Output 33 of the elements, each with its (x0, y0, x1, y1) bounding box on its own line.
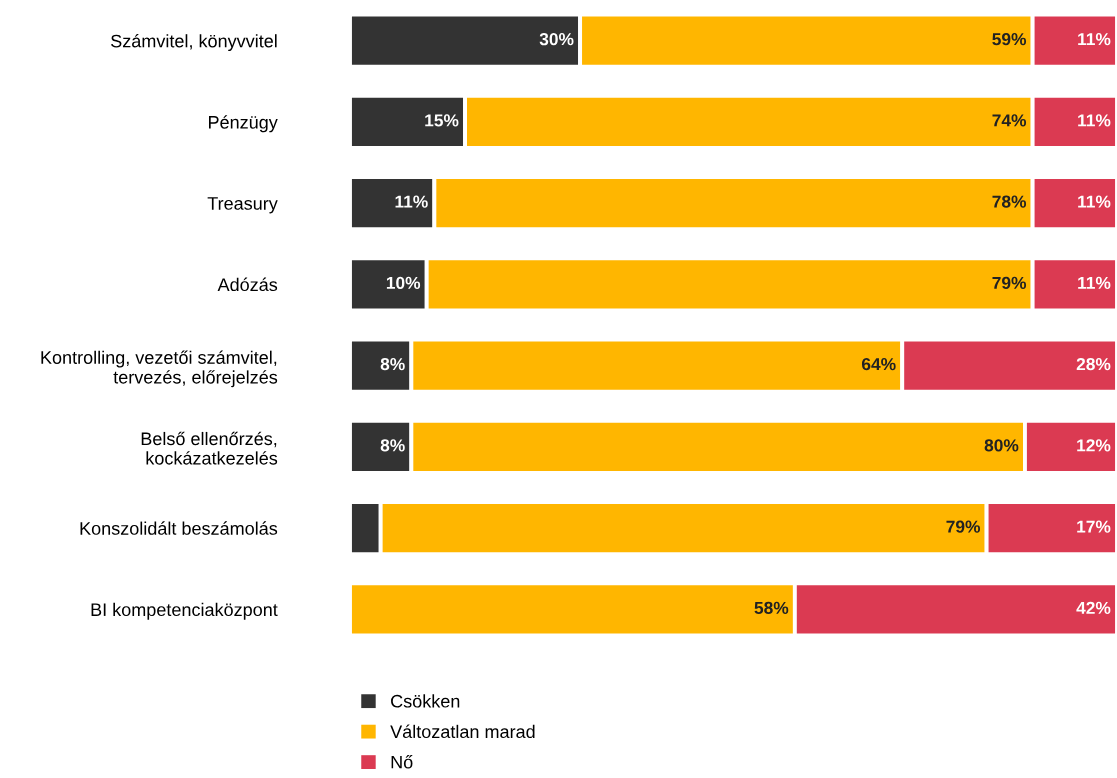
legend-label: Csökken (391, 694, 460, 708)
data-label: 8% (380, 439, 405, 452)
data-label: 11% (1078, 33, 1111, 46)
y-tick-label: BI kompetenciaközpont (91, 602, 278, 620)
data-label: 79% (992, 276, 1027, 290)
data-label: 80% (984, 439, 1019, 452)
y-tick-label: Pénzügy (209, 115, 278, 133)
y-tick-label: Konszolidált beszámolás (80, 521, 278, 535)
y-tick-label: Adózás (217, 277, 278, 292)
legend-label: Változatlan marad (390, 724, 535, 739)
data-label: 42% (1076, 601, 1111, 614)
data-label: 30% (539, 32, 574, 46)
data-label: 12% (1077, 439, 1111, 452)
y-tick-label: Kontrolling, vezetői számvitel, tervezés, előrejelzés (41, 350, 278, 388)
data-label: 28% (1076, 357, 1111, 371)
data-label: 79% (946, 520, 981, 533)
data-label: 15% (425, 114, 459, 127)
data-label: 11% (395, 195, 428, 208)
data-label: 10% (386, 276, 421, 290)
data-label: 59% (992, 32, 1027, 46)
data-label: 11% (1078, 195, 1111, 208)
y-tick-label: Számvitel, könyvvitel (111, 33, 277, 52)
legend-label: Nő (391, 755, 413, 769)
data-label: 74% (992, 114, 1027, 127)
data-label: 78% (992, 195, 1027, 208)
data-label: 8% (380, 357, 405, 371)
data-label: 11% (1078, 276, 1111, 289)
y-tick-label: Treasury (207, 197, 278, 214)
y-tick-label: Belső ellenőrzés, kockázatkezelés (141, 431, 278, 465)
data-label: 11% (1078, 114, 1111, 127)
data-label: 64% (861, 357, 896, 371)
data-label: 17% (1077, 520, 1111, 533)
data-label: 58% (754, 601, 789, 615)
